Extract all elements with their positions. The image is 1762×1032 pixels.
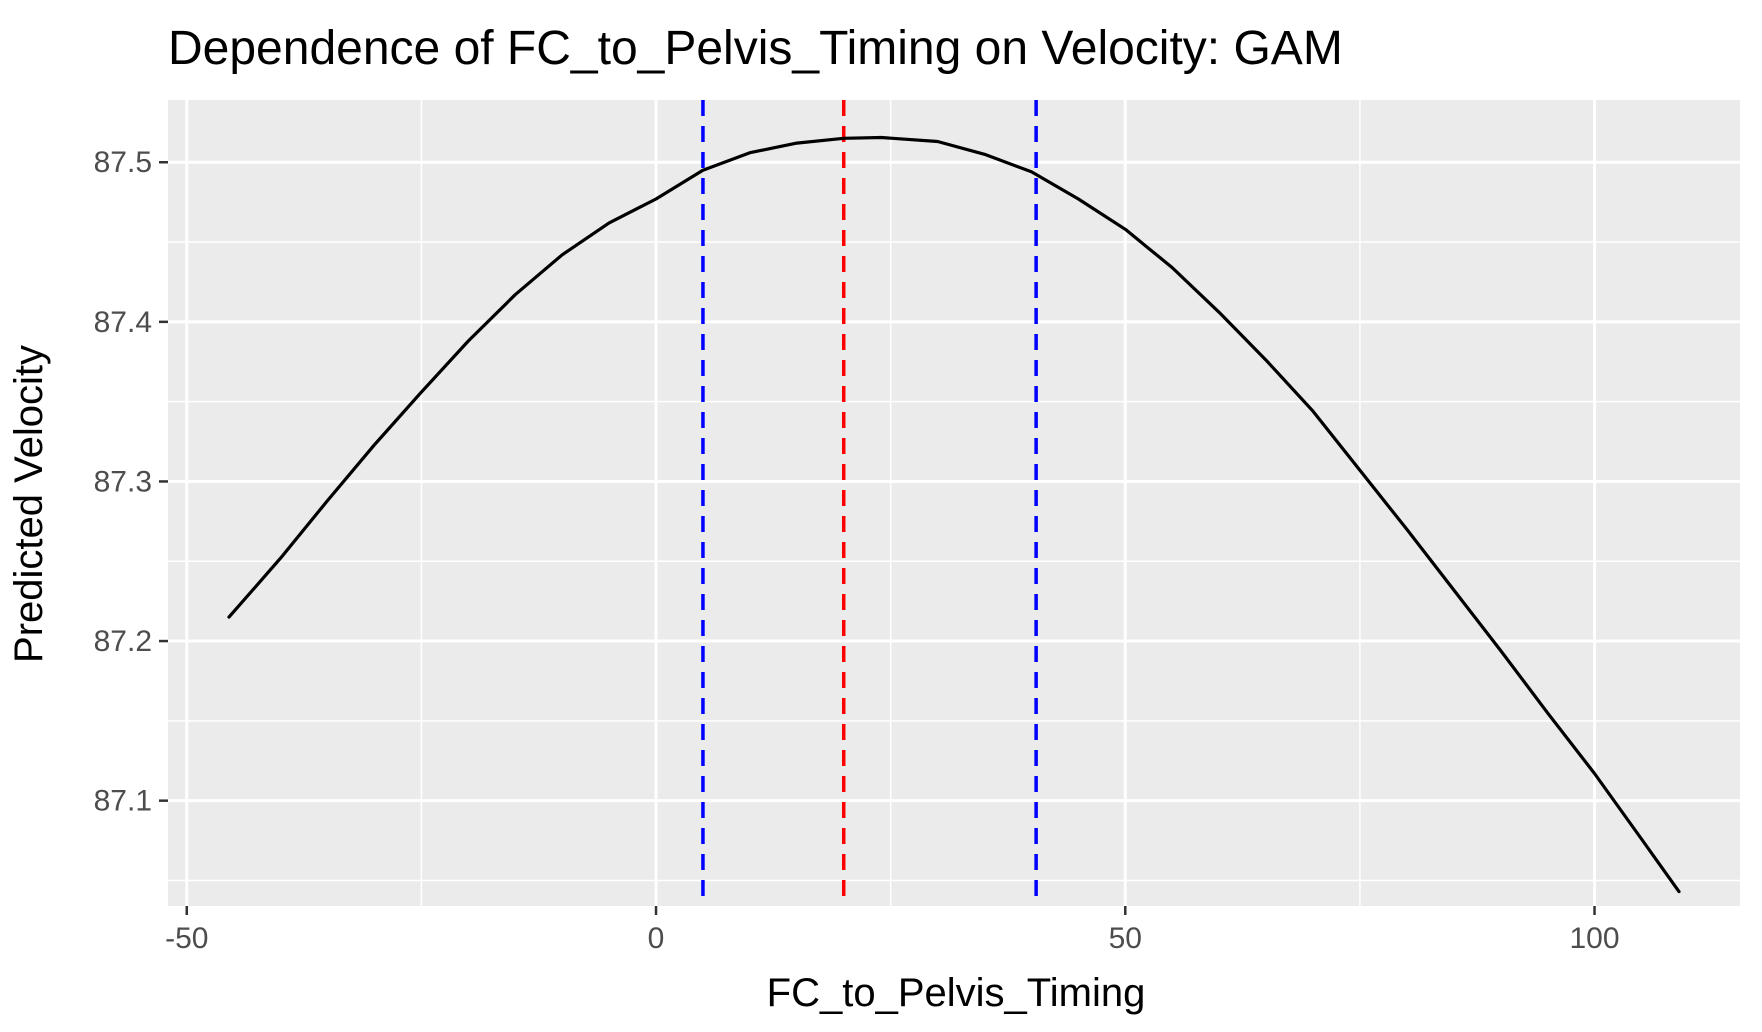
major-gridlines [168,100,1740,906]
series-group [227,135,1681,894]
x-tick-label: -50 [165,922,208,955]
y-axis: 87.1 87.2 87.3 87.4 87.5 [94,146,168,818]
y-tick-label: 87.2 [94,625,152,658]
y-tick-label: 87.1 [94,785,152,818]
y-tick-label: 87.5 [94,146,152,179]
x-tick-label: 100 [1570,922,1620,955]
y-tick-label: 87.3 [94,465,152,498]
chart-title: Dependence of FC_to_Pelvis_Timing on Vel… [168,22,1343,75]
plot-panel [168,100,1740,906]
minor-gridlines [168,100,1740,906]
x-tick-label: 0 [648,922,665,955]
y-tick-label: 87.4 [94,306,152,339]
series-line [227,135,1681,894]
y-axis-title: Predicted Velocity [7,345,51,663]
x-axis: -50 0 50 100 [165,906,1620,955]
x-axis-title: FC_to_Pelvis_Timing [767,971,1146,1015]
reference-lines [701,100,1038,906]
x-tick-label: 50 [1109,922,1142,955]
